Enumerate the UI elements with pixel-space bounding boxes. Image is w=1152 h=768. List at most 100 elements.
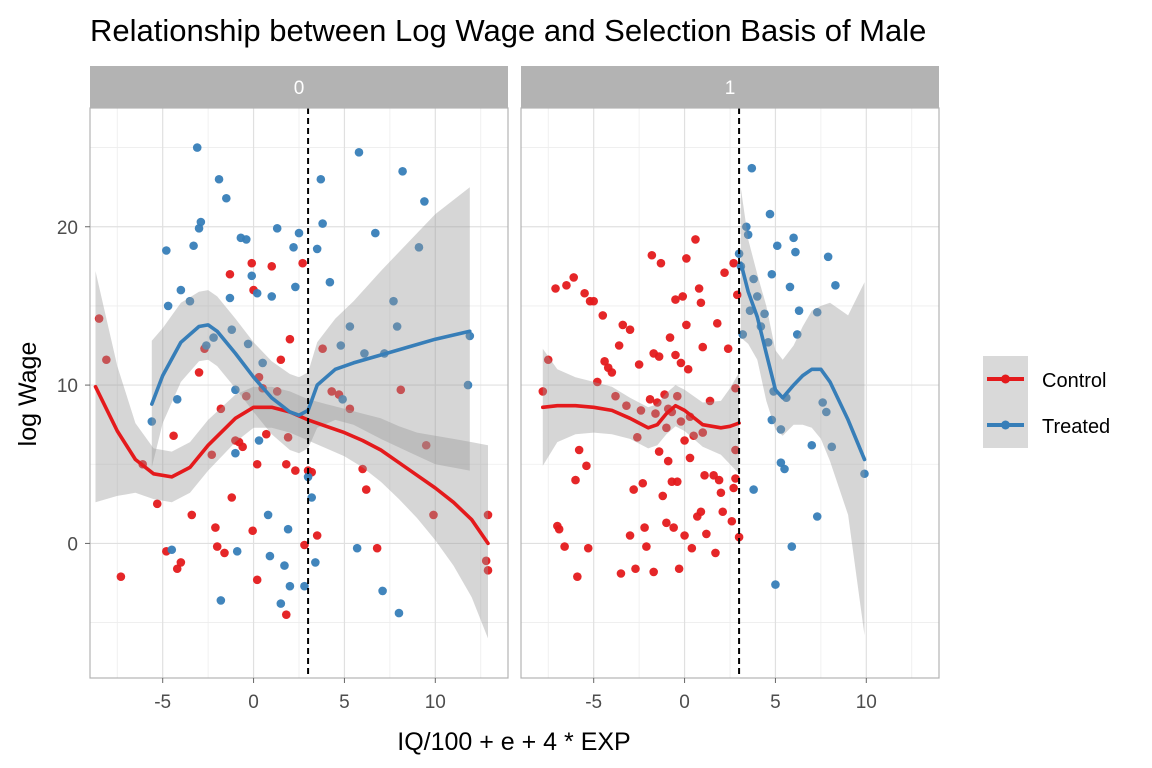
data-point-control bbox=[618, 320, 628, 330]
data-point-treated bbox=[392, 322, 402, 331]
data-point-control bbox=[705, 396, 715, 406]
data-point-treated bbox=[167, 545, 177, 555]
data-point-control bbox=[720, 268, 729, 277]
data-point-treated bbox=[823, 252, 833, 262]
data-point-control bbox=[589, 296, 598, 306]
data-point-treated bbox=[389, 296, 398, 306]
data-point-control bbox=[716, 488, 726, 498]
x-tick-label: 5 bbox=[770, 692, 781, 713]
data-point-treated bbox=[747, 163, 757, 173]
data-point-control bbox=[481, 556, 491, 566]
data-point-treated bbox=[394, 608, 404, 618]
facet-panels: 0 -5 0 5 10 0 10 20 1 -5 0 5 10 bbox=[57, 66, 940, 713]
data-point-control bbox=[538, 387, 548, 396]
confidence-band-control bbox=[542, 348, 740, 474]
data-point-control bbox=[312, 531, 322, 540]
confidence-band-treated bbox=[151, 187, 470, 471]
data-point-treated bbox=[767, 269, 777, 279]
data-point-treated bbox=[312, 244, 322, 254]
data-point-control bbox=[227, 493, 237, 502]
data-point-control bbox=[680, 436, 689, 445]
data-point-control bbox=[211, 523, 220, 532]
data-point-control bbox=[658, 491, 668, 501]
data-point-treated bbox=[318, 219, 327, 228]
data-point-control bbox=[662, 423, 671, 433]
data-point-treated bbox=[291, 282, 300, 292]
data-point-treated bbox=[303, 472, 313, 482]
data-point-control bbox=[212, 542, 222, 551]
data-point-control bbox=[672, 477, 682, 486]
data-point-control bbox=[696, 507, 706, 517]
data-point-control bbox=[272, 387, 282, 396]
data-point-control bbox=[543, 355, 553, 365]
data-point-treated bbox=[311, 558, 320, 567]
data-point-control bbox=[152, 499, 162, 509]
data-point-treated bbox=[760, 309, 769, 319]
data-point-treated bbox=[267, 292, 277, 301]
data-point-control bbox=[642, 542, 651, 551]
data-point-control bbox=[187, 510, 197, 520]
data-point-control bbox=[734, 532, 744, 542]
data-point-treated bbox=[818, 398, 827, 407]
data-point-control bbox=[732, 290, 742, 300]
data-point-treated bbox=[232, 547, 242, 556]
data-point-control bbox=[318, 344, 327, 353]
data-point-treated bbox=[420, 197, 429, 206]
data-point-control bbox=[252, 575, 262, 585]
data-point-control bbox=[640, 523, 649, 532]
data-point-control bbox=[629, 485, 638, 494]
data-point-treated bbox=[776, 458, 786, 467]
data-point-treated bbox=[812, 512, 822, 521]
data-point-treated bbox=[794, 306, 804, 315]
data-point-treated bbox=[289, 243, 298, 252]
facet-panel-1: 1 -5 0 5 10 bbox=[520, 66, 940, 713]
panel-plot-area bbox=[538, 163, 869, 636]
data-point-control bbox=[622, 401, 631, 410]
data-point-treated bbox=[227, 325, 237, 334]
chart-title: Relationship between Log Wage and Select… bbox=[90, 13, 926, 48]
data-point-control bbox=[691, 235, 700, 244]
data-point-treated bbox=[743, 230, 753, 239]
data-point-control bbox=[651, 409, 660, 418]
data-point-control bbox=[241, 391, 251, 401]
data-point-treated bbox=[225, 293, 235, 303]
y-tick-label: 0 bbox=[67, 534, 78, 555]
x-axis-label: IQ/100 + e + 4 * EXP bbox=[397, 728, 630, 756]
data-point-treated bbox=[276, 599, 286, 608]
data-point-control bbox=[361, 485, 371, 494]
data-point-treated bbox=[307, 493, 317, 502]
data-point-control bbox=[698, 428, 708, 437]
data-point-treated bbox=[196, 217, 206, 227]
data-point-treated bbox=[280, 561, 289, 570]
facet-strip-label: 0 bbox=[294, 78, 305, 99]
data-point-treated bbox=[252, 288, 262, 298]
data-point-treated bbox=[749, 274, 758, 284]
data-point-control bbox=[676, 417, 686, 426]
data-point-treated bbox=[283, 524, 293, 534]
data-point-treated bbox=[352, 543, 362, 553]
data-point-control bbox=[662, 518, 671, 528]
data-point-control bbox=[261, 429, 271, 439]
data-point-control bbox=[169, 431, 178, 441]
data-point-treated bbox=[285, 581, 295, 591]
data-point-treated bbox=[360, 349, 369, 358]
data-point-control bbox=[687, 543, 697, 553]
data-point-treated bbox=[772, 241, 782, 251]
data-point-treated bbox=[354, 148, 364, 157]
data-point-control bbox=[483, 510, 493, 520]
data-point-control bbox=[569, 273, 579, 282]
data-point-treated bbox=[787, 542, 797, 551]
data-point-control bbox=[727, 516, 737, 526]
facet-strip bbox=[521, 66, 939, 108]
data-point-treated bbox=[827, 442, 837, 452]
data-point-control bbox=[731, 445, 740, 455]
data-point-treated bbox=[414, 243, 424, 252]
data-point-control bbox=[281, 459, 291, 469]
data-point-treated bbox=[785, 282, 795, 292]
y-tick-label: 20 bbox=[57, 218, 78, 239]
legend-label-control: Control bbox=[1042, 370, 1106, 392]
data-point-control bbox=[300, 540, 309, 550]
data-point-treated bbox=[792, 330, 802, 339]
data-point-treated bbox=[294, 228, 304, 238]
